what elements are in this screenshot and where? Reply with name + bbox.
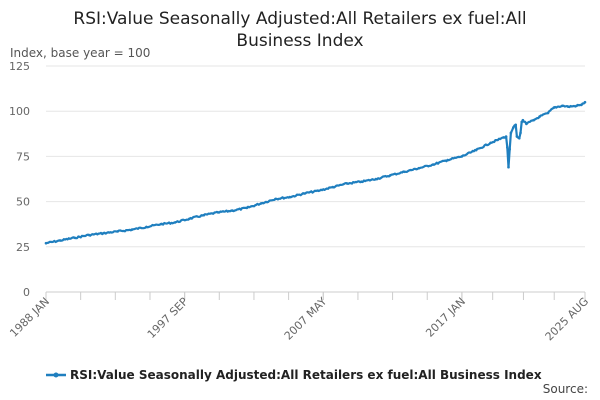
legend[interactable]: RSI:Value Seasonally Adjusted:All Retail…: [46, 368, 542, 382]
x-tick-label: 2007 MAY: [282, 295, 330, 343]
data-point[interactable]: [546, 111, 550, 115]
series-line: [45, 101, 586, 245]
legend-label: RSI:Value Seasonally Adjusted:All Retail…: [70, 368, 542, 382]
data-point[interactable]: [331, 185, 335, 189]
data-point[interactable]: [73, 236, 76, 240]
data-point[interactable]: [159, 222, 162, 226]
x-tick-label: 2017 JAN: [423, 295, 468, 340]
data-point[interactable]: [116, 230, 119, 233]
data-point[interactable]: [345, 182, 349, 185]
data-point[interactable]: [504, 135, 508, 138]
x-axis: 1988 JAN 1997 SEP 2007 MAY 2017 JAN 2025 AUG: [7, 291, 592, 344]
data-point[interactable]: [507, 165, 510, 169]
data-point[interactable]: [417, 166, 421, 170]
legend-marker-icon: [53, 372, 59, 378]
data-point[interactable]: [302, 192, 306, 195]
data-point[interactable]: [567, 105, 570, 108]
y-tick-label: 0: [23, 286, 30, 299]
source-label: Source:: [543, 382, 588, 396]
data-point[interactable]: [59, 239, 62, 242]
data-point[interactable]: [188, 217, 191, 221]
data-point[interactable]: [145, 225, 148, 229]
data-point[interactable]: [446, 158, 449, 162]
data-point[interactable]: [515, 135, 519, 138]
data-point[interactable]: [521, 118, 525, 122]
x-tick-label: 1988 JAN: [7, 295, 52, 340]
y-tick-label: 100: [9, 105, 30, 118]
data-point[interactable]: [460, 155, 464, 158]
y-tick-label: 125: [9, 60, 30, 73]
data-point[interactable]: [259, 202, 263, 205]
data-point[interactable]: [202, 213, 206, 217]
x-tick-label: 1997 SEP: [145, 295, 191, 341]
data-point[interactable]: [518, 137, 521, 140]
data-point[interactable]: [502, 136, 506, 139]
data-point[interactable]: [512, 126, 515, 129]
data-point[interactable]: [274, 197, 277, 201]
x-tick-label: 2025 AUG: [543, 295, 592, 344]
data-point[interactable]: [552, 106, 556, 109]
data-point[interactable]: [514, 123, 517, 127]
data-point[interactable]: [216, 211, 220, 214]
data-point[interactable]: [87, 233, 91, 237]
data-point[interactable]: [575, 104, 578, 108]
data-point[interactable]: [360, 180, 363, 183]
data-point[interactable]: [508, 147, 512, 151]
data-point[interactable]: [374, 177, 378, 181]
data-point[interactable]: [519, 131, 522, 135]
data-point[interactable]: [173, 221, 177, 224]
gridlines: [46, 65, 585, 248]
y-tick-label: 75: [16, 150, 30, 163]
data-point[interactable]: [525, 122, 528, 126]
data-point[interactable]: [538, 115, 541, 118]
y-axis-ticks: 0 25 50 75 100 125: [9, 60, 30, 299]
chart-title-line-1: RSI:Value Seasonally Adjusted:All Retail…: [73, 9, 526, 29]
data-point[interactable]: [474, 148, 478, 152]
chart-title-line-2: Business Index: [236, 31, 363, 51]
data-point[interactable]: [245, 206, 249, 210]
data-point[interactable]: [489, 141, 492, 145]
data-point[interactable]: [317, 189, 320, 193]
data-point[interactable]: [231, 209, 234, 212]
data-point[interactable]: [583, 100, 587, 104]
unit-label: Index, base year = 100: [10, 46, 150, 60]
y-tick-label: 50: [16, 196, 30, 209]
y-tick-label: 25: [16, 241, 30, 254]
data-point[interactable]: [288, 195, 292, 199]
data-point[interactable]: [102, 231, 105, 235]
data-point[interactable]: [130, 228, 134, 231]
data-point[interactable]: [431, 163, 435, 166]
data-point[interactable]: [509, 131, 513, 135]
data-point[interactable]: [388, 174, 392, 177]
data-point[interactable]: [532, 118, 535, 122]
series-group: [44, 100, 587, 245]
data-point[interactable]: [580, 103, 583, 107]
data-point[interactable]: [561, 104, 564, 108]
data-point[interactable]: [506, 146, 509, 149]
data-point[interactable]: [403, 170, 406, 174]
data-point[interactable]: [44, 241, 48, 245]
